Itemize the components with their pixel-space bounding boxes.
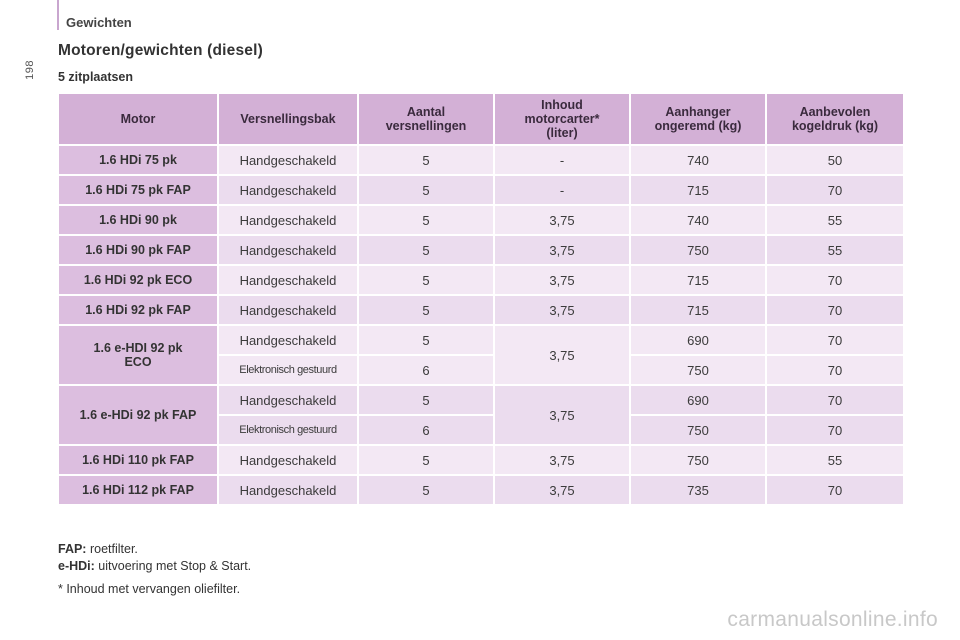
cell-nose: 70 [767, 476, 903, 504]
table-subtitle: 5 zitplaatsen [58, 70, 134, 84]
cell-gears: 6 [359, 416, 493, 444]
table-row: 1.6 HDi 92 pk FAP Handgeschakeld 5 3,75 … [59, 296, 903, 324]
table-row: 1.6 HDi 90 pk FAP Handgeschakeld 5 3,75 … [59, 236, 903, 264]
cell-nose: 70 [767, 386, 903, 414]
cell-gearbox: Handgeschakeld [219, 296, 357, 324]
footnote-oil: * Inhoud met vervangen oliefilter. [58, 582, 241, 596]
cell-gearbox: Elektronisch gestuurd [219, 356, 357, 384]
cell-gearbox: Handgeschakeld [219, 476, 357, 504]
table-row: Elektronisch gestuurd 6 750 70 [59, 416, 903, 444]
cell-nose: 70 [767, 176, 903, 204]
cell-motor: 1.6 HDi 75 pk FAP [59, 176, 217, 204]
cell-gears: 5 [359, 146, 493, 174]
page-title: Motoren/gewichten (diesel) [58, 42, 263, 59]
cell-oil: 3,75 [495, 236, 629, 264]
cell-trailer: 690 [631, 326, 765, 354]
cell-gearbox: Handgeschakeld [219, 326, 357, 354]
footnote-fap: FAP: roetfilter. [58, 542, 138, 556]
table-header-row: Motor Versnellingsbak Aantal versnellinge… [59, 94, 903, 144]
cell-oil: - [495, 146, 629, 174]
cell-trailer: 715 [631, 296, 765, 324]
cell-gears: 5 [359, 476, 493, 504]
cell-gears: 5 [359, 446, 493, 474]
cell-trailer: 750 [631, 356, 765, 384]
col-header-gears: Aantal versnellingen [359, 94, 493, 144]
table-row: 1.6 HDi 75 pk FAP Handgeschakeld 5 - 715… [59, 176, 903, 204]
table-row: 1.6 HDi 75 pk Handgeschakeld 5 - 740 50 [59, 146, 903, 174]
cell-nose: 70 [767, 266, 903, 294]
cell-nose: 70 [767, 326, 903, 354]
cell-nose: 55 [767, 236, 903, 264]
engine-weights-table: Motor Versnellingsbak Aantal versnellinge… [57, 92, 905, 506]
cell-oil-group: 3,75 [495, 386, 629, 444]
cell-trailer: 740 [631, 146, 765, 174]
page-number: 198 [24, 60, 36, 80]
cell-trailer: 715 [631, 266, 765, 294]
cell-trailer: 750 [631, 416, 765, 444]
cell-trailer: 715 [631, 176, 765, 204]
cell-gearbox: Handgeschakeld [219, 236, 357, 264]
watermark-text: carmanualsonline.info [727, 608, 938, 631]
section-accent-rule [57, 0, 59, 30]
cell-trailer: 690 [631, 386, 765, 414]
cell-trailer: 735 [631, 476, 765, 504]
cell-motor-group: 1.6 e-HDi 92 pk FAP [59, 386, 217, 444]
table-row: 1.6 HDi 90 pk Handgeschakeld 5 3,75 740 … [59, 206, 903, 234]
cell-gearbox: Elektronisch gestuurd [219, 416, 357, 444]
cell-gearbox: Handgeschakeld [219, 146, 357, 174]
cell-nose: 70 [767, 356, 903, 384]
cell-gears: 5 [359, 206, 493, 234]
col-header-nose-weight: Aanbevolen kogeldruk (kg) [767, 94, 903, 144]
cell-motor: 1.6 HDi 112 pk FAP [59, 476, 217, 504]
cell-nose: 70 [767, 296, 903, 324]
cell-trailer: 740 [631, 206, 765, 234]
cell-gears: 5 [359, 266, 493, 294]
cell-oil: 3,75 [495, 206, 629, 234]
cell-gearbox: Handgeschakeld [219, 266, 357, 294]
cell-motor: 1.6 HDi 92 pk FAP [59, 296, 217, 324]
cell-motor: 1.6 HDi 75 pk [59, 146, 217, 174]
cell-trailer: 750 [631, 446, 765, 474]
table-row: 1.6 e-HDi 92 pk FAP Handgeschakeld 5 3,7… [59, 386, 903, 444]
cell-trailer: 750 [631, 236, 765, 264]
cell-oil: 3,75 [495, 266, 629, 294]
footnotes: FAP: roetfilter. e-HDi: uitvoering met S… [58, 541, 251, 598]
cell-oil-group: 3,75 [495, 326, 629, 384]
cell-motor: 1.6 HDi 90 pk [59, 206, 217, 234]
table-row: 1.6 HDi 112 pk FAP Handgeschakeld 5 3,75… [59, 476, 903, 504]
col-header-unbraked-trailer: Aanhanger ongeremd (kg) [631, 94, 765, 144]
cell-gears: 5 [359, 176, 493, 204]
table-row: Elektronisch gestuurd 6 750 70 [59, 356, 903, 384]
cell-nose: 55 [767, 206, 903, 234]
footnote-ehdi: e-HDi: uitvoering met Stop & Start. [58, 559, 252, 573]
section-header: Gewichten [66, 15, 132, 30]
cell-oil: 3,75 [495, 446, 629, 474]
table-row: 1.6 HDi 92 pk ECO Handgeschakeld 5 3,75 … [59, 266, 903, 294]
cell-oil: 3,75 [495, 476, 629, 504]
cell-nose: 50 [767, 146, 903, 174]
cell-nose: 70 [767, 416, 903, 444]
cell-gearbox: Handgeschakeld [219, 386, 357, 414]
table-row: 1.6 e-HDI 92 pk ECO Handgeschakeld 5 3,75… [59, 326, 903, 384]
table-row: 1.6 HDi 110 pk FAP Handgeschakeld 5 3,75… [59, 446, 903, 474]
cell-gearbox: Handgeschakeld [219, 176, 357, 204]
cell-motor: 1.6 HDi 92 pk ECO [59, 266, 217, 294]
col-header-oil-capacity: Inhoud motorcarter* (liter) [495, 94, 629, 144]
cell-gears: 5 [359, 236, 493, 264]
cell-gears: 5 [359, 386, 493, 414]
cell-gears: 6 [359, 356, 493, 384]
cell-motor-group: 1.6 e-HDI 92 pk ECO [59, 326, 217, 384]
cell-oil: - [495, 176, 629, 204]
cell-motor: 1.6 HDi 110 pk FAP [59, 446, 217, 474]
cell-nose: 55 [767, 446, 903, 474]
cell-oil: 3,75 [495, 296, 629, 324]
col-header-gearbox: Versnellingsbak [219, 94, 357, 144]
cell-gearbox: Handgeschakeld [219, 206, 357, 234]
cell-gears: 5 [359, 326, 493, 354]
cell-gearbox: Handgeschakeld [219, 446, 357, 474]
col-header-motor: Motor [59, 94, 217, 144]
cell-motor: 1.6 HDi 90 pk FAP [59, 236, 217, 264]
cell-gears: 5 [359, 296, 493, 324]
